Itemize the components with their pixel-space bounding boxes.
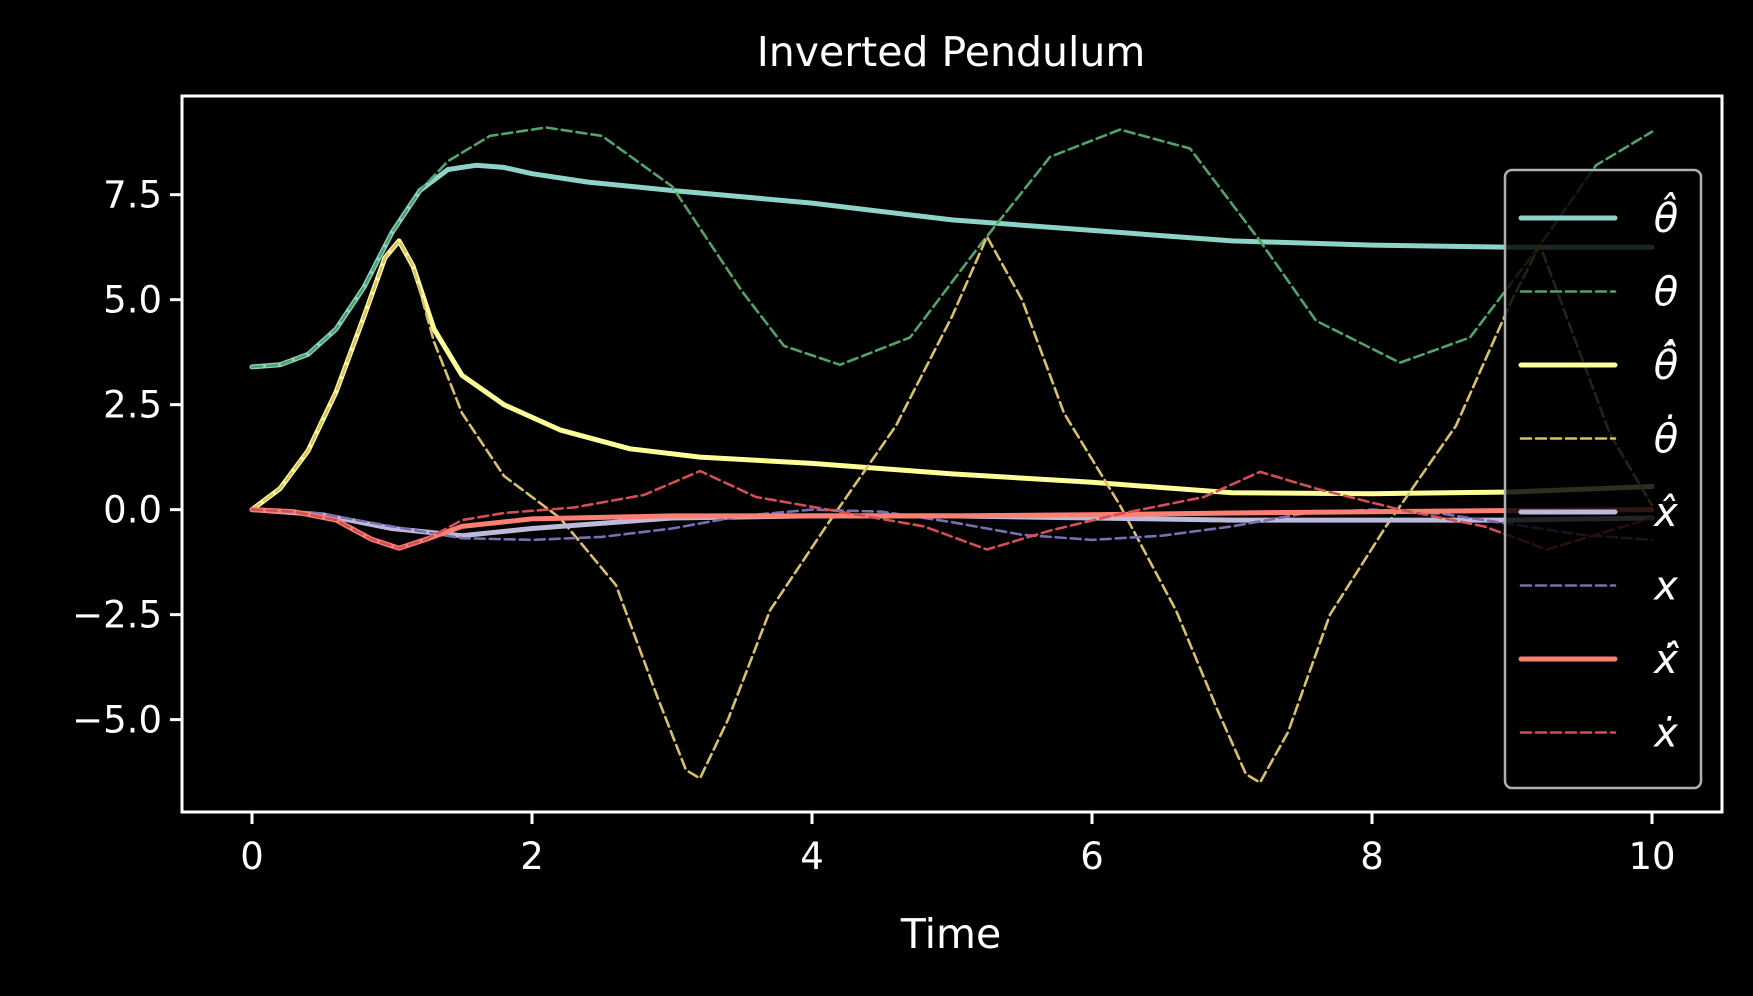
y-tick-label: 2.5: [103, 384, 162, 427]
axes-frame: [180, 94, 1724, 814]
x-tick-label: 4: [800, 835, 824, 878]
y-tick-label: 7.5: [103, 174, 162, 217]
y-tick-label: −5.0: [72, 699, 162, 742]
series-line-7: [250, 469, 1654, 551]
legend-box: [1503, 168, 1703, 790]
legend-label-0: θ̂: [1654, 192, 1678, 242]
legend-label-1: θ: [1654, 270, 1678, 316]
y-tick-label: 5.0: [103, 279, 162, 322]
x-tick-label: 8: [1360, 835, 1384, 878]
x-tick-label: 2: [520, 835, 544, 878]
legend: θ̂ θ θ̇̂ θ̇ x̂ x ẋ̂ ẋ: [1503, 168, 1703, 790]
legend-label-5: x: [1652, 564, 1678, 610]
y-tick-label: −2.5: [72, 594, 162, 637]
x-tick-label: 0: [240, 835, 264, 878]
y-tick-label: 0.0: [103, 489, 162, 532]
legend-label-3: θ̇: [1654, 413, 1678, 462]
legend-label-6: ẋ̂: [1652, 637, 1680, 683]
legend-label-2: θ̇̂: [1654, 339, 1678, 389]
x-tick-label: 10: [1628, 835, 1675, 878]
chart-title: Inverted Pendulum: [757, 28, 1146, 76]
series-line-1: [250, 126, 1654, 369]
series-line-3: [250, 235, 1654, 784]
series-group: [249, 126, 1655, 784]
legend-label-4: x̂: [1652, 490, 1678, 536]
x-tick-label: 6: [1080, 835, 1104, 878]
x-axis-label: Time: [900, 910, 1001, 958]
plot-area: 0 2 4 6 8 10 −5.0 −2.5 0.0 2.5 5.0 7.5: [72, 94, 1724, 878]
legend-label-7: ẋ: [1652, 711, 1678, 757]
